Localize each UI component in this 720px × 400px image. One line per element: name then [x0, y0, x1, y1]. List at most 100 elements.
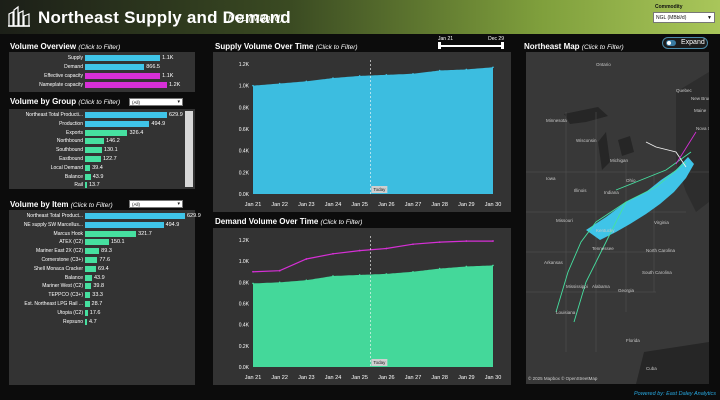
data-point[interactable] [252, 282, 254, 285]
slider-track[interactable] [438, 45, 504, 47]
bar-fill[interactable] [85, 173, 91, 180]
series-area[interactable] [253, 265, 493, 367]
bar-fill[interactable] [85, 55, 161, 61]
date-range-slider[interactable]: Jan 21 Dec 29 [438, 36, 504, 50]
bar-fill[interactable] [85, 156, 101, 162]
bar-row[interactable]: Balance 43.9 [9, 173, 189, 181]
bar-row[interactable]: Shell Monaca Cracker 69.4 [9, 265, 189, 273]
bar-row[interactable]: Southbound 130.1 [9, 147, 189, 154]
slider-end-handle[interactable] [501, 42, 504, 49]
bar-fill[interactable] [85, 301, 90, 307]
series-area[interactable] [253, 67, 493, 194]
commodity-select[interactable]: NGL (MBbl/d) ▼ [653, 12, 715, 23]
capacity-point[interactable] [492, 240, 494, 242]
group-filter-dropdown[interactable]: (All) ▾ [129, 98, 183, 106]
slider-start-handle[interactable] [438, 42, 441, 49]
bar-fill[interactable] [85, 129, 128, 136]
bar-row[interactable]: Est. Northeast LPG Rail ... 28.7 [9, 301, 189, 308]
bar-row[interactable]: Utopia (C2) 17.6 [9, 309, 189, 317]
bar-row[interactable]: Effective capacity 1.1K [9, 73, 189, 80]
data-point[interactable] [305, 279, 308, 282]
data-point[interactable] [385, 74, 388, 76]
supply-chart[interactable]: 0.0K 0.2K 0.4K 0.6K 0.8K 1.0K 1.2K Jan 21 Jan 22… [213, 52, 511, 212]
bar-row[interactable]: Repsuno 4.7 [9, 318, 189, 326]
expand-button[interactable]: Expand [662, 37, 708, 49]
capacity-point[interactable] [252, 270, 254, 273]
supply-chart-panel[interactable]: 0.0K 0.2K 0.4K 0.6K 0.8K 1.0K 1.2K Jan 21 Jan 22… [213, 52, 511, 212]
bar-fill[interactable] [85, 112, 167, 118]
capacity-point[interactable] [332, 252, 334, 255]
data-point[interactable] [332, 275, 334, 277]
northeast-map[interactable]: Ontario Quebec Minnesota Wisconsin Michigan I… [526, 52, 709, 384]
bar-row[interactable]: Northeast Total Producti... 629.9 [9, 112, 189, 119]
demand-chart-panel[interactable]: 0.0K 0.2K 0.4K 0.6K 0.8K 1.0K 1.2K Jan 21 Jan 22… [213, 228, 511, 385]
bar-row[interactable]: Exports 326.4 [9, 129, 189, 137]
bar-row[interactable]: Production 494.9 [9, 120, 189, 128]
data-point[interactable] [492, 264, 494, 267]
data-point[interactable] [412, 72, 414, 75]
bar-fill[interactable] [85, 318, 87, 325]
capacity-point[interactable] [358, 249, 361, 252]
capacity-point[interactable] [412, 243, 414, 246]
capacity-line[interactable] [252, 240, 493, 273]
data-point[interactable] [438, 267, 441, 270]
demand-chart[interactable]: 0.0K 0.2K 0.4K 0.6K 0.8K 1.0K 1.2K Jan 21 Jan 22… [213, 228, 511, 385]
capacity-point[interactable] [278, 269, 281, 272]
bar-row[interactable]: Marcus Hook 321.7 [9, 230, 189, 238]
bar-fill[interactable] [85, 265, 97, 272]
bar-row[interactable]: NE supply SW Marcellus... 494.9 [9, 221, 189, 229]
bar-row[interactable]: Northbound 146.2 [9, 138, 189, 145]
bar-row[interactable]: Mariner East 2X (C2) 89.3 [9, 248, 189, 255]
bar-fill[interactable] [85, 248, 100, 255]
bar-fill[interactable] [85, 274, 92, 281]
data-point[interactable] [438, 69, 441, 72]
data-point[interactable] [358, 75, 361, 77]
data-point[interactable] [385, 273, 388, 275]
bar-row[interactable]: TEPPCO (C3+) 33.3 [9, 292, 189, 299]
bar-fill[interactable] [85, 64, 145, 70]
group-scrollbar[interactable] [185, 111, 193, 187]
bar-fill[interactable] [85, 257, 98, 263]
bar-fill[interactable] [85, 283, 92, 290]
bar-row[interactable]: Demand 866.5 [9, 64, 189, 71]
item-filter-dropdown[interactable]: (All) ▾ [129, 200, 183, 208]
data-point[interactable] [278, 281, 281, 284]
bar-row[interactable]: Local Demand 39.4 [9, 164, 189, 172]
bar-fill[interactable] [85, 213, 185, 219]
data-point[interactable] [412, 270, 414, 273]
bar-row[interactable]: Eastbound 122.7 [9, 156, 189, 163]
capacity-point[interactable] [305, 258, 308, 260]
data-point[interactable] [278, 82, 281, 85]
data-point[interactable] [358, 274, 361, 276]
bar-fill[interactable] [85, 221, 164, 228]
bar-row[interactable]: Mariner West (C2) 39.8 [9, 283, 189, 290]
bar-fill[interactable] [85, 120, 150, 127]
bar-fill[interactable] [85, 73, 161, 79]
bar-fill[interactable] [85, 292, 91, 299]
data-point[interactable] [305, 80, 308, 83]
data-point[interactable] [465, 265, 468, 268]
bar-fill[interactable] [85, 147, 102, 154]
bar-fill[interactable] [85, 138, 105, 145]
capacity-point[interactable] [385, 247, 388, 250]
bar-row[interactable]: Rail 13.7 [9, 182, 189, 189]
capacity-point[interactable] [438, 241, 441, 244]
bar-row[interactable]: ATEX (C2) 150.1 [9, 239, 189, 246]
data-point[interactable] [252, 84, 254, 87]
data-point[interactable] [465, 68, 468, 71]
bar-fill[interactable] [85, 164, 91, 171]
data-point[interactable] [492, 66, 494, 69]
bar-row[interactable]: Supply 1.1K [9, 55, 189, 62]
capacity-point[interactable] [465, 240, 468, 242]
bar-fill[interactable] [85, 309, 88, 316]
bar-fill[interactable] [85, 182, 87, 189]
bar-row[interactable]: Cornerstone (C3+) 77.6 [9, 257, 189, 264]
bar-row[interactable]: Balance 43.9 [9, 274, 189, 282]
bar-fill[interactable] [85, 82, 167, 88]
bar-row[interactable]: Northeast Total Product... 629.9 [9, 213, 201, 220]
bar-row[interactable]: Nameplate capacity 1.2K [9, 82, 189, 89]
data-point[interactable] [332, 77, 334, 79]
bar-fill[interactable] [85, 230, 137, 237]
bar-fill[interactable] [85, 239, 109, 246]
map-canvas[interactable]: Ontario Quebec Minnesota Wisconsin Michigan I… [526, 52, 709, 384]
